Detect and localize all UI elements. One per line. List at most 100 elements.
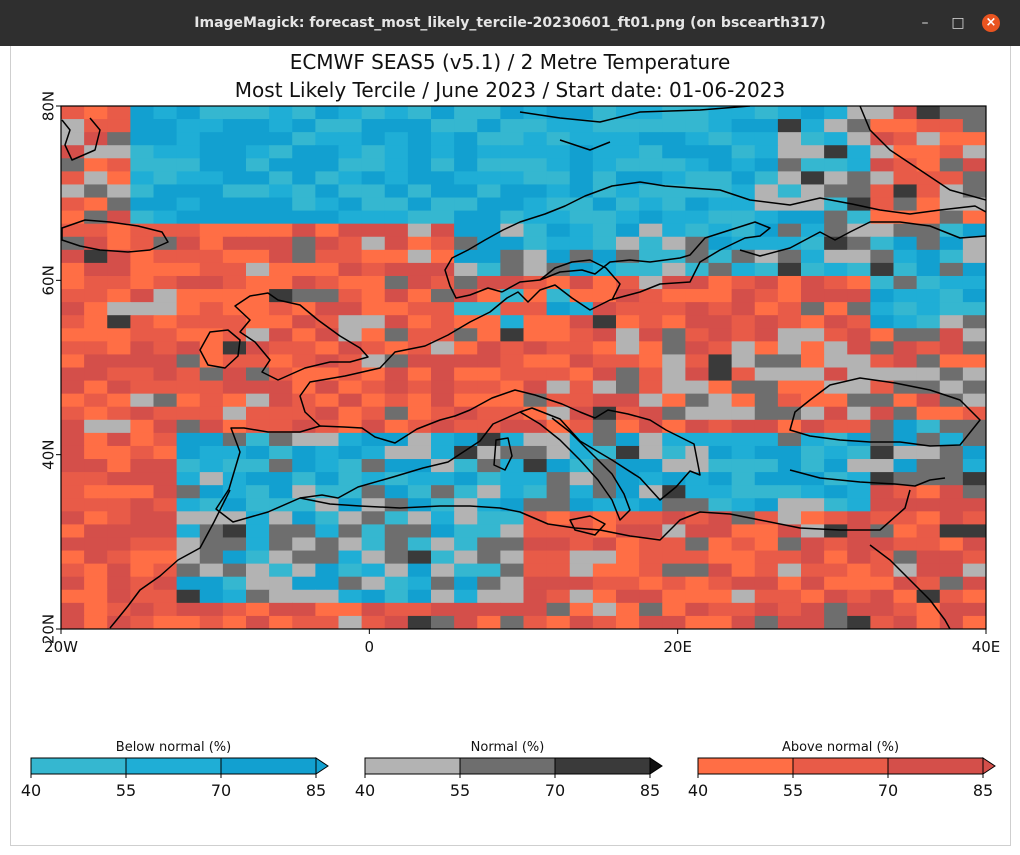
title-bar[interactable]: ImageMagick: forecast_most_likely_tercil… bbox=[0, 0, 1020, 46]
grid-cell bbox=[454, 393, 478, 408]
grid-cell bbox=[546, 602, 571, 617]
grid-cell bbox=[407, 485, 432, 499]
grid-cell bbox=[962, 354, 986, 369]
grid-cell bbox=[662, 602, 686, 617]
grid-cell bbox=[61, 524, 85, 539]
grid-cell bbox=[431, 615, 455, 629]
grid-cell bbox=[731, 602, 756, 617]
grid-cell bbox=[361, 119, 386, 133]
grid-cell bbox=[500, 145, 525, 159]
grid-cell bbox=[384, 524, 409, 539]
grid-cell bbox=[731, 210, 756, 225]
grid-cell bbox=[361, 328, 386, 342]
grid-cell bbox=[292, 537, 316, 552]
grid-cell bbox=[431, 249, 455, 264]
grid-cell bbox=[662, 563, 686, 578]
grid-cell bbox=[130, 563, 155, 578]
grid-cell bbox=[338, 563, 363, 578]
grid-cell bbox=[431, 119, 455, 133]
grid-cell bbox=[662, 210, 686, 225]
grid-cell bbox=[592, 498, 617, 512]
grid-cell bbox=[616, 589, 640, 604]
grid-cell bbox=[500, 537, 525, 552]
grid-cell bbox=[454, 145, 478, 159]
grid-cell bbox=[477, 158, 501, 172]
grid-cell bbox=[107, 537, 131, 552]
grid-cell bbox=[916, 210, 941, 225]
grid-cell bbox=[477, 315, 501, 329]
grid-cell bbox=[269, 550, 293, 565]
grid-cell bbox=[592, 576, 617, 591]
minimize-button[interactable]: – bbox=[921, 15, 929, 31]
grid-cell bbox=[246, 289, 270, 303]
grid-cell bbox=[893, 563, 918, 578]
grid-cell bbox=[61, 393, 85, 408]
grid-cell bbox=[292, 485, 316, 499]
grid-cell bbox=[546, 210, 571, 225]
grid-cell bbox=[61, 576, 85, 591]
grid-cell bbox=[847, 380, 871, 395]
map-frame bbox=[60, 105, 987, 630]
grid-cell bbox=[754, 524, 779, 539]
grid-cell bbox=[454, 419, 478, 434]
grid-cell bbox=[893, 145, 918, 159]
grid-cell bbox=[176, 563, 201, 578]
grid-cell bbox=[777, 302, 802, 316]
grid-cell bbox=[130, 289, 155, 303]
grid-cell bbox=[685, 406, 710, 421]
grid-cell bbox=[962, 302, 986, 316]
grid-cell bbox=[731, 524, 756, 539]
grid-cell bbox=[801, 393, 825, 408]
grid-cell bbox=[431, 184, 455, 199]
grid-cell bbox=[246, 171, 270, 186]
grid-cell bbox=[962, 145, 986, 159]
grid-cell bbox=[269, 485, 293, 499]
grid-cell bbox=[592, 341, 617, 356]
grid-cell bbox=[269, 615, 293, 629]
grid-cell bbox=[708, 393, 733, 408]
grid-cell bbox=[338, 210, 363, 225]
grid-cell bbox=[569, 498, 594, 512]
grid-cell bbox=[384, 472, 409, 486]
grid-cell bbox=[61, 184, 85, 199]
grid-cell bbox=[407, 106, 432, 120]
grid-cell bbox=[384, 275, 409, 290]
grid-cell bbox=[777, 210, 802, 225]
grid-cell bbox=[454, 524, 478, 539]
grid-cell bbox=[546, 380, 571, 395]
grid-cell bbox=[199, 524, 224, 539]
grid-cell bbox=[801, 537, 825, 552]
grid-cell bbox=[939, 524, 964, 539]
grid-cell bbox=[407, 302, 432, 316]
grid-cell bbox=[199, 249, 224, 264]
grid-cell bbox=[107, 445, 131, 460]
grid-cell bbox=[939, 485, 964, 499]
grid-cell bbox=[315, 576, 340, 591]
grid-cell bbox=[315, 472, 340, 486]
maximize-button[interactable]: □ bbox=[951, 15, 965, 31]
grid-cell bbox=[962, 249, 986, 264]
grid-cell bbox=[616, 419, 640, 434]
grid-cell bbox=[916, 485, 941, 499]
grid-cell bbox=[616, 459, 640, 473]
colorbar-outline bbox=[30, 757, 317, 775]
grid-cell bbox=[130, 158, 155, 172]
grid-cell bbox=[962, 236, 986, 251]
grid-cell bbox=[292, 223, 316, 238]
grid-cell bbox=[639, 341, 663, 356]
grid-cell bbox=[569, 275, 594, 290]
grid-cell bbox=[870, 602, 895, 617]
grid-cell bbox=[153, 145, 178, 159]
grid-cell bbox=[685, 485, 710, 499]
grid-cell bbox=[61, 354, 85, 369]
grid-cell bbox=[731, 563, 756, 578]
grid-cell bbox=[84, 197, 108, 212]
grid-cell bbox=[685, 249, 710, 264]
grid-cell bbox=[130, 171, 155, 186]
grid-cell bbox=[847, 524, 871, 539]
grid-cell bbox=[130, 393, 155, 408]
grid-cell bbox=[384, 550, 409, 565]
grid-cell bbox=[662, 223, 686, 238]
grid-cell bbox=[523, 302, 548, 316]
close-button[interactable]: × bbox=[982, 14, 1000, 32]
